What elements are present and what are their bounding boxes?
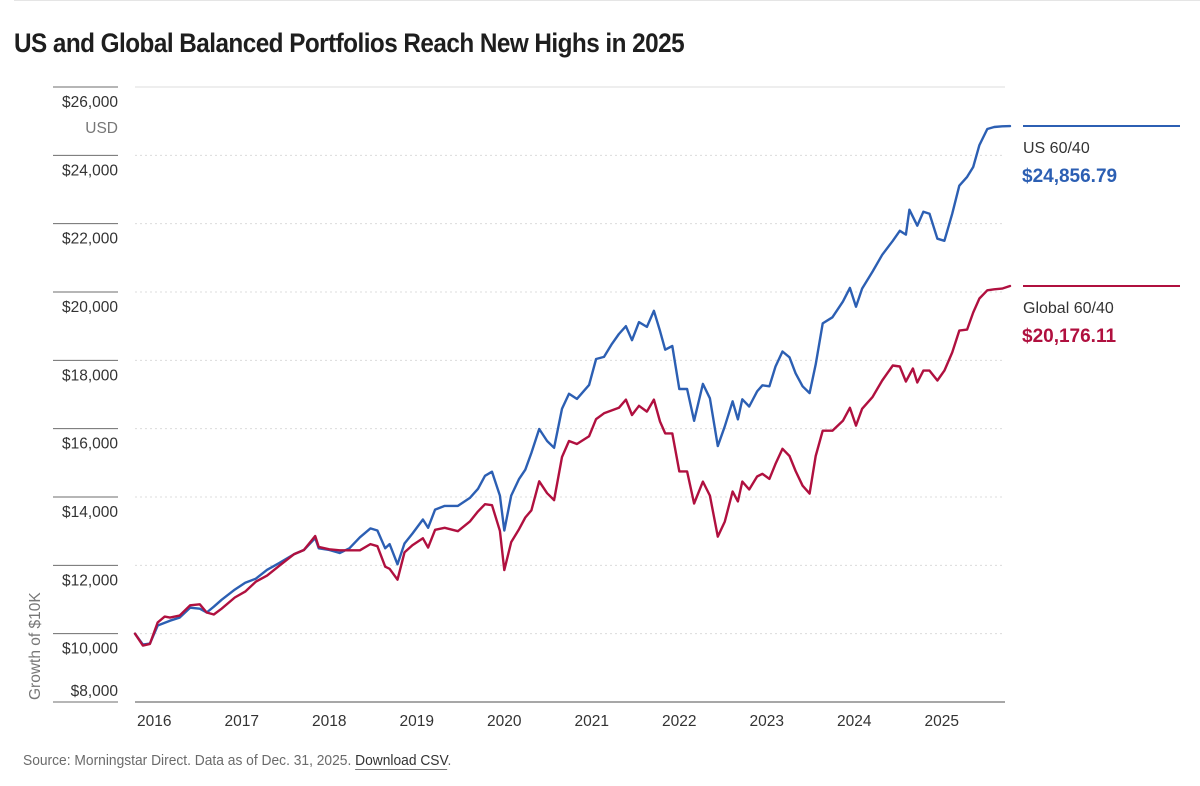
- legend-item: Global 60/40 $20,176.11: [1022, 284, 1180, 347]
- y-tick-label: $24,000: [62, 162, 118, 179]
- source-suffix: .: [447, 752, 452, 769]
- gridlines: [135, 86, 1005, 635]
- y-tick-label: $26,000: [62, 94, 118, 111]
- x-tick-label: 2022: [662, 713, 696, 730]
- series-line-global-60-40: [133, 284, 1012, 647]
- legend-end-value: $24,856.79: [1022, 166, 1117, 187]
- legend: US 60/40 $24,856.79 Global 60/40 $20,176.11: [1022, 125, 1180, 347]
- download-csv-link[interactable]: Download CSV: [355, 752, 448, 770]
- x-tick-label: 2024: [837, 713, 872, 730]
- series-lines: [133, 124, 1012, 647]
- x-tick-label: 2017: [225, 713, 259, 730]
- x-tick-label: 2021: [575, 713, 609, 730]
- y-axis: $26,000 USD $24,000 $22,000 $20,000 $18,000 $1…: [53, 86, 119, 703]
- y-tick-label: $20,000: [62, 299, 118, 316]
- legend-end-value: $20,176.11: [1022, 326, 1116, 347]
- x-tick-label: 2023: [750, 713, 784, 730]
- legend-item: US 60/40 $24,856.79: [1022, 125, 1180, 187]
- x-tick-label: 2018: [312, 713, 346, 730]
- legend-series-name: Global 60/40: [1023, 300, 1114, 317]
- source-note: Source: Morningstar Direct. Data as of D…: [23, 752, 452, 770]
- y-axis-title: Growth of $10K: [27, 592, 44, 700]
- y-tick-label: $8,000: [71, 683, 119, 700]
- y-tick-label: $14,000: [62, 504, 118, 521]
- top-divider: [14, 0, 1200, 1]
- x-tick-label: 2025: [925, 713, 959, 730]
- x-tick-label: 2020: [487, 713, 522, 730]
- y-tick-label: $12,000: [62, 572, 118, 589]
- y-tick-label: $10,000: [62, 641, 118, 658]
- x-axis: 2016 2017 2018 2019 2020 2021 2022 2023 2024 2025: [135, 701, 1005, 730]
- y-tick-label: $22,000: [62, 231, 118, 248]
- source-text: Source: Morningstar Direct. Data as of D…: [23, 752, 356, 769]
- x-tick-label: 2019: [400, 713, 434, 730]
- chart-title: US and Global Balanced Portfolios Reach …: [14, 28, 685, 58]
- x-tick-label: 2016: [137, 713, 171, 730]
- y-unit-label: USD: [85, 120, 118, 137]
- y-tick-label: $16,000: [62, 436, 118, 453]
- legend-series-name: US 60/40: [1023, 140, 1090, 157]
- y-tick-label: $18,000: [62, 367, 118, 384]
